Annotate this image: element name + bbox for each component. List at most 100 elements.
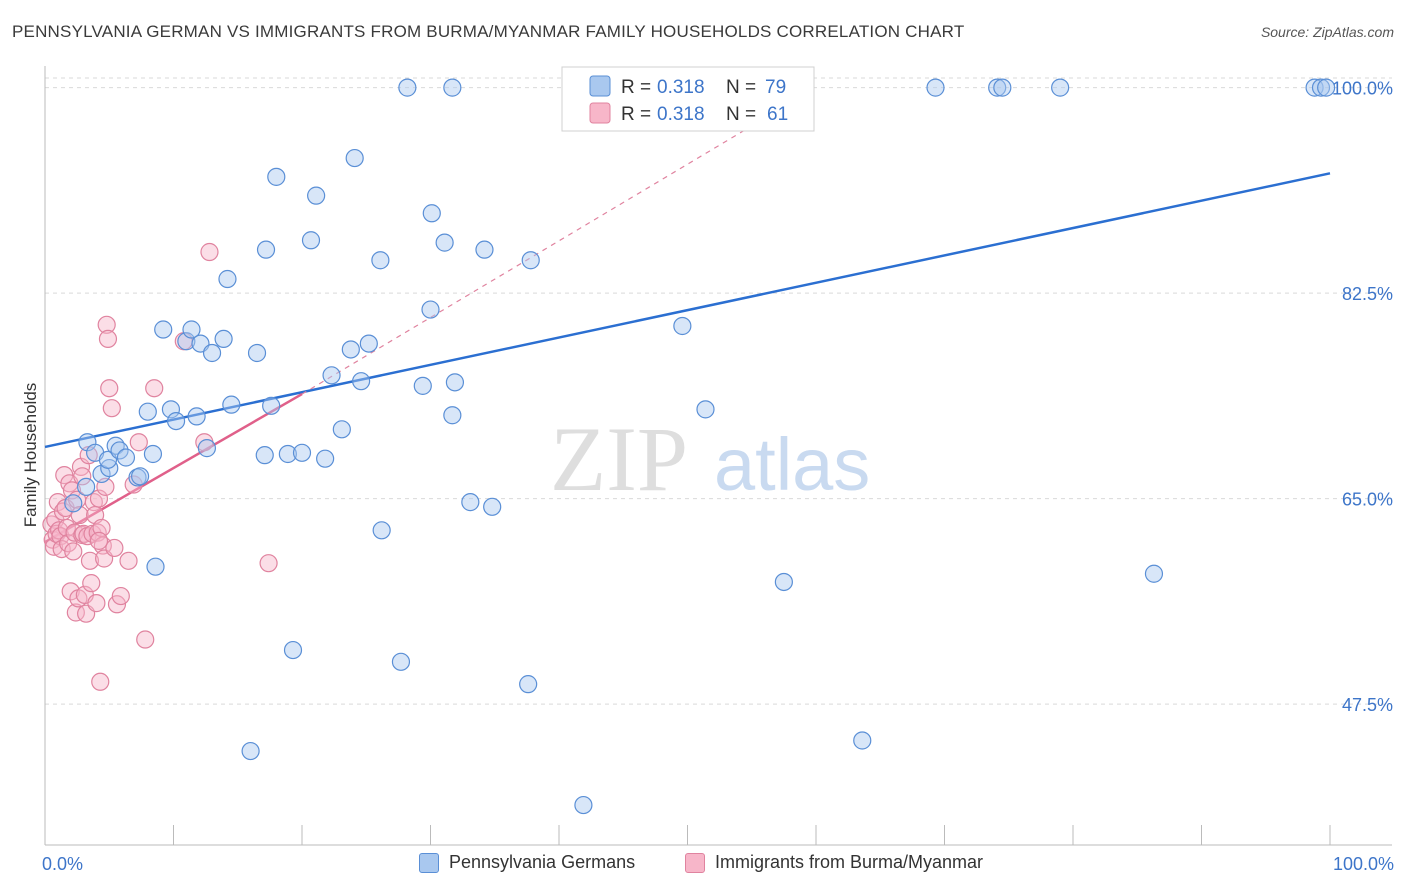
point-pennsylvania	[130, 467, 150, 486]
point-pennsylvania	[372, 521, 391, 540]
point-pennsylvania	[422, 204, 441, 223]
point-pennsylvania	[256, 240, 276, 259]
point-burma	[145, 379, 164, 398]
legend-r-label-2: R =	[621, 104, 651, 125]
chart-title: PENNSYLVANIA GERMAN VS IMMIGRANTS FROM B…	[12, 22, 965, 41]
point-burma	[70, 505, 89, 525]
point-pennsylvania	[301, 231, 321, 250]
point-pennsylvania	[262, 396, 281, 415]
point-pennsylvania	[255, 446, 274, 465]
point-pennsylvania	[218, 269, 237, 289]
point-pennsylvania	[1317, 78, 1336, 97]
watermark: ZIP atlas	[550, 408, 870, 510]
point-pennsylvania	[77, 477, 96, 496]
y-tick-label: 100.0%	[1332, 79, 1393, 99]
y-tick-labels: 100.0% 82.5% 65.0% 47.5%	[1332, 79, 1393, 715]
series-pennsylvania-points	[64, 78, 1336, 815]
trend-line-pennsylvania	[44, 172, 1331, 449]
series-legend: Pennsylvania Germans Immigrants from Bur…	[0, 852, 1406, 878]
x-tick-label-max: 100.0%	[1333, 854, 1394, 874]
point-pennsylvania	[853, 731, 872, 750]
point-pennsylvania	[316, 449, 335, 468]
stats-legend: R = 0.318 N = 79 R = 0.318 N = 61	[561, 66, 815, 132]
point-burma	[73, 467, 92, 486]
legend-swatch-blue	[589, 75, 611, 97]
point-pennsylvania	[143, 444, 163, 464]
legend-item-pennsylvania: Pennsylvania Germans	[419, 852, 635, 873]
point-pennsylvania	[413, 376, 432, 395]
point-pennsylvania	[166, 411, 186, 431]
point-pennsylvania	[988, 78, 1007, 97]
y-tick-label: 65.0%	[1342, 490, 1393, 510]
source-label: Source: ZipAtlas.com	[1260, 24, 1394, 40]
point-pennsylvania	[461, 493, 480, 512]
point-burma	[111, 586, 130, 606]
point-burma	[259, 554, 278, 573]
point-pennsylvania	[222, 395, 241, 414]
gridlines	[45, 77, 1392, 705]
point-pennsylvania	[267, 167, 286, 186]
point-pennsylvania	[443, 78, 462, 97]
point-pennsylvania	[519, 675, 538, 694]
series-burma-points	[42, 242, 278, 691]
point-pennsylvania	[398, 78, 417, 97]
point-pennsylvania	[247, 343, 267, 363]
point-pennsylvania	[774, 572, 793, 592]
axes	[44, 66, 1392, 846]
point-burma	[129, 433, 148, 452]
watermark-zip: ZIP	[550, 408, 688, 510]
point-burma	[200, 242, 219, 262]
point-burma	[89, 489, 109, 508]
point-pennsylvania	[322, 366, 341, 385]
point-pennsylvania	[307, 186, 326, 205]
legend-swatch-pennsylvania	[419, 852, 439, 873]
point-pennsylvania	[214, 329, 233, 349]
point-pennsylvania	[64, 494, 83, 513]
y-axis-title: Family Households	[21, 383, 40, 528]
point-pennsylvania	[359, 334, 378, 353]
point-burma	[97, 315, 116, 334]
point-pennsylvania	[110, 441, 129, 460]
point-pennsylvania	[435, 233, 454, 252]
point-burma	[82, 574, 101, 593]
x-tick-label-min: 0.0%	[42, 854, 83, 874]
point-pennsylvania	[475, 240, 494, 259]
point-pennsylvania	[673, 316, 692, 336]
legend-swatch-burma	[685, 852, 705, 873]
point-pennsylvania	[182, 320, 201, 339]
point-pennsylvania	[187, 407, 206, 426]
point-burma	[61, 582, 80, 601]
trend-line-burma-extension	[301, 87, 817, 395]
point-pennsylvania	[341, 340, 360, 359]
point-burma	[91, 672, 110, 691]
point-pennsylvania	[445, 373, 465, 392]
point-pennsylvania	[1311, 78, 1331, 97]
point-pennsylvania	[292, 443, 312, 462]
point-burma	[136, 630, 155, 649]
point-pennsylvania	[483, 497, 502, 516]
legend-label-pennsylvania: Pennsylvania Germans	[449, 852, 636, 872]
legend-r-label-1: R =	[621, 77, 651, 98]
legend-r-value-1: 0.318	[657, 77, 705, 98]
point-pennsylvania	[146, 557, 165, 576]
point-pennsylvania	[138, 402, 157, 421]
point-pennsylvania	[391, 652, 411, 671]
point-pennsylvania	[352, 372, 371, 391]
point-burma	[105, 538, 124, 558]
point-pennsylvania	[993, 78, 1012, 97]
point-pennsylvania	[154, 320, 173, 339]
point-pennsylvania	[241, 741, 260, 761]
legend-r-value-2: 0.318	[657, 104, 705, 125]
point-pennsylvania	[1051, 78, 1070, 97]
legend-n-value-1: 79	[765, 77, 786, 98]
point-burma	[64, 542, 83, 561]
legend-label-burma: Immigrants from Burma/Myanmar	[715, 852, 984, 872]
point-pennsylvania	[197, 439, 217, 458]
legend-n-label-2: N =	[726, 104, 756, 125]
watermark-atlas: atlas	[714, 423, 870, 506]
y-tick-label: 82.5%	[1342, 284, 1393, 304]
point-pennsylvania	[926, 78, 945, 97]
legend-n-label-1: N =	[726, 77, 756, 98]
point-burma	[100, 379, 119, 398]
